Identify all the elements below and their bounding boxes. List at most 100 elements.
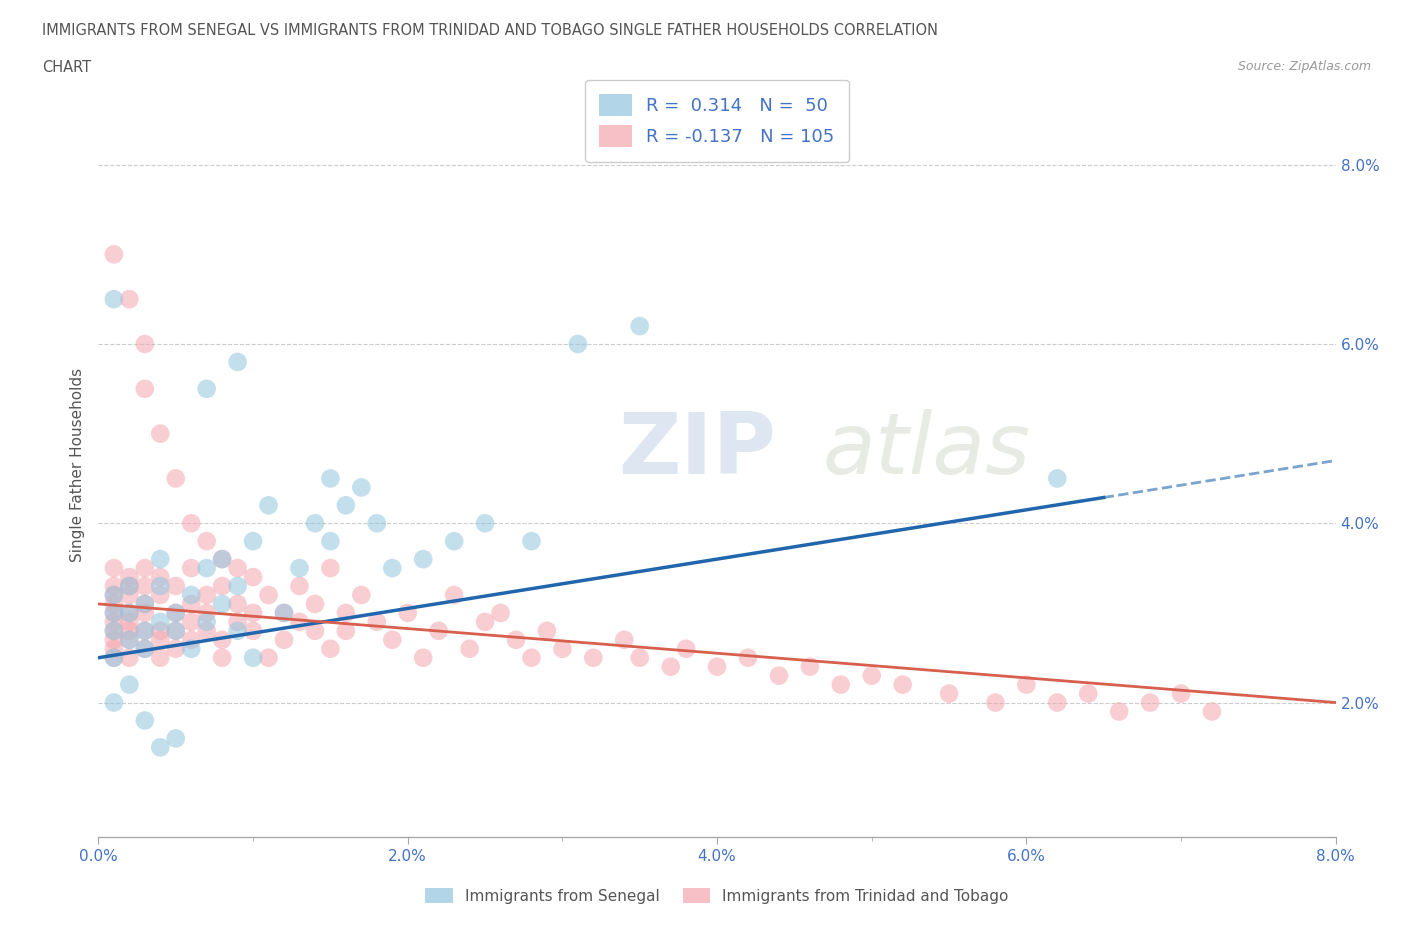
Point	[118, 292, 141, 307]
Point	[242, 650, 264, 665]
Point	[211, 596, 233, 611]
Point	[288, 578, 311, 593]
Point	[335, 498, 357, 512]
Point	[396, 605, 419, 620]
Point	[103, 695, 125, 710]
Point	[551, 642, 574, 657]
Point	[149, 569, 172, 584]
Point	[226, 578, 249, 593]
Point	[211, 650, 233, 665]
Point	[474, 516, 496, 531]
Point	[366, 615, 388, 630]
Point	[257, 588, 280, 603]
Point	[180, 632, 202, 647]
Point	[118, 677, 141, 692]
Point	[350, 588, 373, 603]
Point	[381, 561, 404, 576]
Point	[799, 659, 821, 674]
Point	[118, 623, 141, 638]
Point	[242, 623, 264, 638]
Point	[103, 623, 125, 638]
Point	[536, 623, 558, 638]
Point	[165, 623, 187, 638]
Point	[427, 623, 450, 638]
Point	[134, 642, 156, 657]
Point	[103, 588, 125, 603]
Point	[134, 596, 156, 611]
Point	[489, 605, 512, 620]
Point	[1170, 686, 1192, 701]
Point	[134, 623, 156, 638]
Point	[149, 615, 172, 630]
Point	[628, 650, 651, 665]
Point	[118, 615, 141, 630]
Point	[350, 480, 373, 495]
Point	[118, 650, 141, 665]
Point	[211, 632, 233, 647]
Point	[1139, 695, 1161, 710]
Point	[520, 650, 543, 665]
Point	[1046, 695, 1069, 710]
Point	[304, 623, 326, 638]
Point	[149, 588, 172, 603]
Point	[613, 632, 636, 647]
Point	[118, 578, 141, 593]
Text: IMMIGRANTS FROM SENEGAL VS IMMIGRANTS FROM TRINIDAD AND TOBAGO SINGLE FATHER HOU: IMMIGRANTS FROM SENEGAL VS IMMIGRANTS FR…	[42, 23, 938, 38]
Text: ZIP: ZIP	[619, 408, 776, 492]
Point	[134, 337, 156, 352]
Point	[628, 319, 651, 334]
Point	[319, 561, 342, 576]
Point	[860, 669, 883, 684]
Point	[149, 426, 172, 441]
Point	[319, 642, 342, 657]
Point	[288, 615, 311, 630]
Point	[458, 642, 481, 657]
Point	[103, 561, 125, 576]
Point	[134, 605, 156, 620]
Text: CHART: CHART	[42, 60, 91, 75]
Point	[211, 578, 233, 593]
Point	[335, 623, 357, 638]
Point	[180, 516, 202, 531]
Point	[412, 650, 434, 665]
Point	[103, 246, 125, 261]
Point	[984, 695, 1007, 710]
Point	[737, 650, 759, 665]
Point	[195, 561, 218, 576]
Point	[520, 534, 543, 549]
Point	[412, 551, 434, 566]
Point	[1201, 704, 1223, 719]
Point	[891, 677, 914, 692]
Point	[103, 623, 125, 638]
Point	[830, 677, 852, 692]
Point	[304, 596, 326, 611]
Point	[118, 588, 141, 603]
Point	[134, 578, 156, 593]
Point	[103, 596, 125, 611]
Point	[195, 534, 218, 549]
Point	[103, 578, 125, 593]
Point	[165, 623, 187, 638]
Point	[1015, 677, 1038, 692]
Point	[706, 659, 728, 674]
Point	[165, 642, 187, 657]
Point	[165, 731, 187, 746]
Point	[335, 605, 357, 620]
Point	[103, 588, 125, 603]
Point	[134, 623, 156, 638]
Point	[474, 615, 496, 630]
Point	[1077, 686, 1099, 701]
Point	[118, 605, 141, 620]
Point	[180, 561, 202, 576]
Point	[103, 632, 125, 647]
Point	[195, 381, 218, 396]
Point	[1046, 471, 1069, 485]
Point	[103, 650, 125, 665]
Point	[103, 292, 125, 307]
Point	[257, 498, 280, 512]
Point	[103, 642, 125, 657]
Point	[675, 642, 697, 657]
Point	[165, 578, 187, 593]
Point	[505, 632, 527, 647]
Point	[103, 605, 125, 620]
